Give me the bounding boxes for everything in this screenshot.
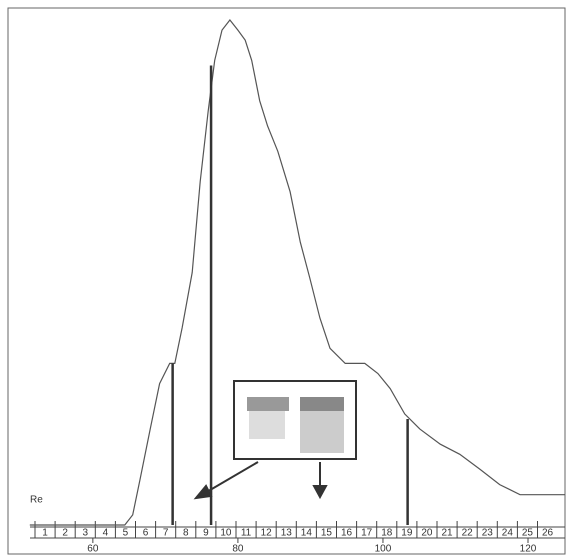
gel-lane (249, 411, 285, 439)
fraction-label: 15 (321, 528, 333, 539)
axis-label: Re (30, 495, 43, 506)
fraction-label: 5 (123, 528, 129, 539)
x-tick-label: 100 (375, 544, 392, 555)
fraction-label: 6 (143, 528, 149, 539)
fraction-label: 24 (502, 528, 514, 539)
fraction-label: 12 (261, 528, 273, 539)
fraction-label: 20 (421, 528, 433, 539)
fraction-label: 14 (301, 528, 313, 539)
fraction-label: 23 (482, 528, 494, 539)
arrows (193, 461, 328, 500)
gel-band (300, 397, 344, 411)
fraction-label: 21 (441, 528, 453, 539)
fraction-label: 13 (281, 528, 293, 539)
fraction-label: 18 (381, 528, 393, 539)
inset (233, 380, 357, 460)
fraction-label: 17 (361, 528, 373, 539)
fraction-label: 26 (542, 528, 554, 539)
fraction-label: 4 (103, 528, 109, 539)
fraction-label: 10 (220, 528, 232, 539)
fraction-label: 16 (341, 528, 353, 539)
fraction-label: 1 (42, 528, 48, 539)
x-tick-label: 120 (520, 544, 537, 555)
fraction-label: 7 (163, 528, 169, 539)
frame (7, 7, 566, 555)
fraction-label: 11 (241, 528, 252, 539)
fraction-label: 3 (82, 528, 88, 539)
fraction-label: 8 (183, 528, 189, 539)
gel-band (247, 397, 289, 411)
fraction-label: 25 (522, 528, 534, 539)
fraction-label: 2 (62, 528, 68, 539)
fraction-label: 9 (203, 528, 209, 539)
arrowhead (193, 484, 213, 500)
fraction-label: 22 (462, 528, 474, 539)
fraction-label: 19 (401, 528, 413, 539)
arrow (204, 461, 259, 494)
gel-lane (300, 411, 344, 453)
arrowhead (312, 485, 328, 500)
x-tick-label: 80 (232, 544, 244, 555)
x-tick-label: 60 (87, 544, 99, 555)
